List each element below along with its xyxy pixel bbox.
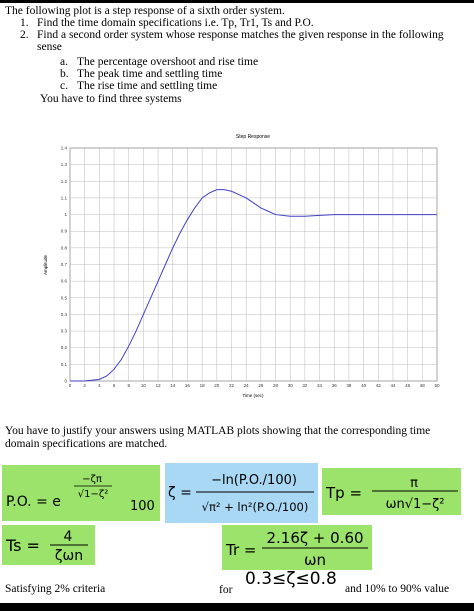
x-tick-label: 22	[229, 383, 235, 388]
x-tick-label: 26	[258, 383, 264, 388]
x-tick-label: 24	[244, 383, 250, 388]
zeta-range: 0.3≤ζ≤0.8	[245, 569, 337, 589]
x-tick-label: 6	[113, 383, 116, 388]
x-tick-label: 32	[302, 383, 308, 388]
y-tick-label: 1.2	[61, 179, 68, 184]
chart: Step Response Time (sec) Amplitude 0 0.1 0…	[43, 134, 440, 398]
sub-item: The rise time and settling time	[77, 80, 217, 92]
response-curve	[70, 189, 437, 382]
sub-item: The percentage overshoot and rise time	[77, 56, 258, 68]
formula-lhs: P.O. = e	[6, 494, 61, 510]
formula-num: π	[410, 476, 418, 491]
x-tick-label: 48	[420, 383, 426, 388]
formula-den: ωn√1−ζ²	[386, 497, 445, 512]
item-number: 1.	[20, 17, 29, 29]
x-tick-label: 28	[273, 383, 279, 388]
intro: The following plot is a step response of…	[5, 5, 285, 17]
sub-item: The peak time and settling time	[77, 68, 222, 80]
x-tick-label: 14	[170, 383, 176, 388]
bottom-bar	[0, 603, 474, 611]
paragraph: domain specifications are matched.	[5, 438, 167, 450]
x-tick-label: 40	[361, 383, 367, 388]
item-number: 2.	[20, 29, 29, 41]
y-tick-label: 0.2	[61, 345, 68, 350]
footer-text: and 10% to 90% value	[345, 583, 449, 595]
formula-factor: 100	[130, 499, 155, 514]
item: Find a second order system whose respons…	[37, 29, 444, 41]
top-bar	[0, 0, 474, 3]
footer-text: Satisfying 2% criteria	[5, 583, 105, 595]
sub-letter: b.	[60, 68, 69, 80]
sub-letter: a.	[60, 56, 68, 68]
x-tick-label: 8	[127, 383, 130, 388]
y-tick-label: 0	[64, 379, 67, 384]
x-tick-label: 20	[214, 383, 220, 388]
x-tick-label: 0	[69, 383, 72, 388]
x-tick-label: 10	[141, 383, 147, 388]
x-tick-label: 50	[434, 383, 440, 388]
x-tick-label: 4	[98, 383, 101, 388]
formula-lhs: Ts =	[5, 536, 40, 555]
x-tick-label: 30	[288, 383, 294, 388]
y-tick-label: 0.4	[61, 312, 68, 317]
x-tick-label: 46	[405, 383, 411, 388]
x-tick-label: 42	[376, 383, 382, 388]
formula-num: −ln(P.O./100)	[211, 473, 297, 488]
x-tick-label: 36	[332, 383, 338, 388]
y-tick-label: 0.9	[61, 229, 68, 234]
paragraph: You have to justify your answers using M…	[5, 425, 430, 437]
x-tick-label: 34	[317, 383, 323, 388]
formula-den: ωn	[304, 551, 326, 569]
item: sense	[37, 41, 62, 53]
chart-title: Step Response	[236, 134, 270, 140]
y-tick-label: 0.5	[61, 295, 68, 300]
x-tick-label: 16	[185, 383, 191, 388]
x-tick-label: 2	[83, 383, 86, 388]
formula-num: 4	[64, 529, 73, 545]
x-tick-label: 44	[390, 383, 396, 388]
formula-box	[2, 465, 160, 521]
y-tick-label: 1.4	[61, 146, 68, 151]
note: You have to find three systems	[40, 93, 182, 105]
sub-letter: c.	[60, 80, 68, 92]
y-tick-label: 0.7	[61, 262, 68, 267]
y-tick-label: 1.3	[61, 162, 68, 167]
formula-lhs: Tp =	[325, 484, 362, 502]
x-axis-label: Time (sec)	[242, 393, 264, 398]
x-tick-label: 18	[200, 383, 206, 388]
formula-lhs: ζ =	[168, 485, 192, 501]
y-tick-label: 1	[64, 212, 67, 217]
y-tick-label: 0.3	[61, 329, 68, 334]
y-axis-label: Amplitude	[43, 255, 48, 276]
y-tick-label: 0.6	[61, 279, 68, 284]
formula-box	[165, 463, 318, 523]
formula-den: √1−ζ²	[78, 489, 109, 500]
formula-num: −ζπ	[82, 474, 102, 485]
formula-lhs: Tr =	[225, 541, 256, 559]
footer-text: for	[219, 584, 233, 596]
formula-den: ζωn	[55, 548, 83, 564]
formula-den: √π² + ln²(P.O./100)	[202, 500, 309, 514]
y-tick-label: 0.1	[61, 362, 68, 367]
item: Find the time domain specifications i.e.…	[37, 17, 314, 29]
y-tick-label: 0.8	[61, 245, 68, 250]
formula-num: 2.16ζ + 0.60	[266, 529, 363, 547]
y-tick-label: 1.1	[61, 195, 68, 200]
x-tick-label: 38	[346, 383, 352, 388]
x-tick-label: 12	[156, 383, 162, 388]
